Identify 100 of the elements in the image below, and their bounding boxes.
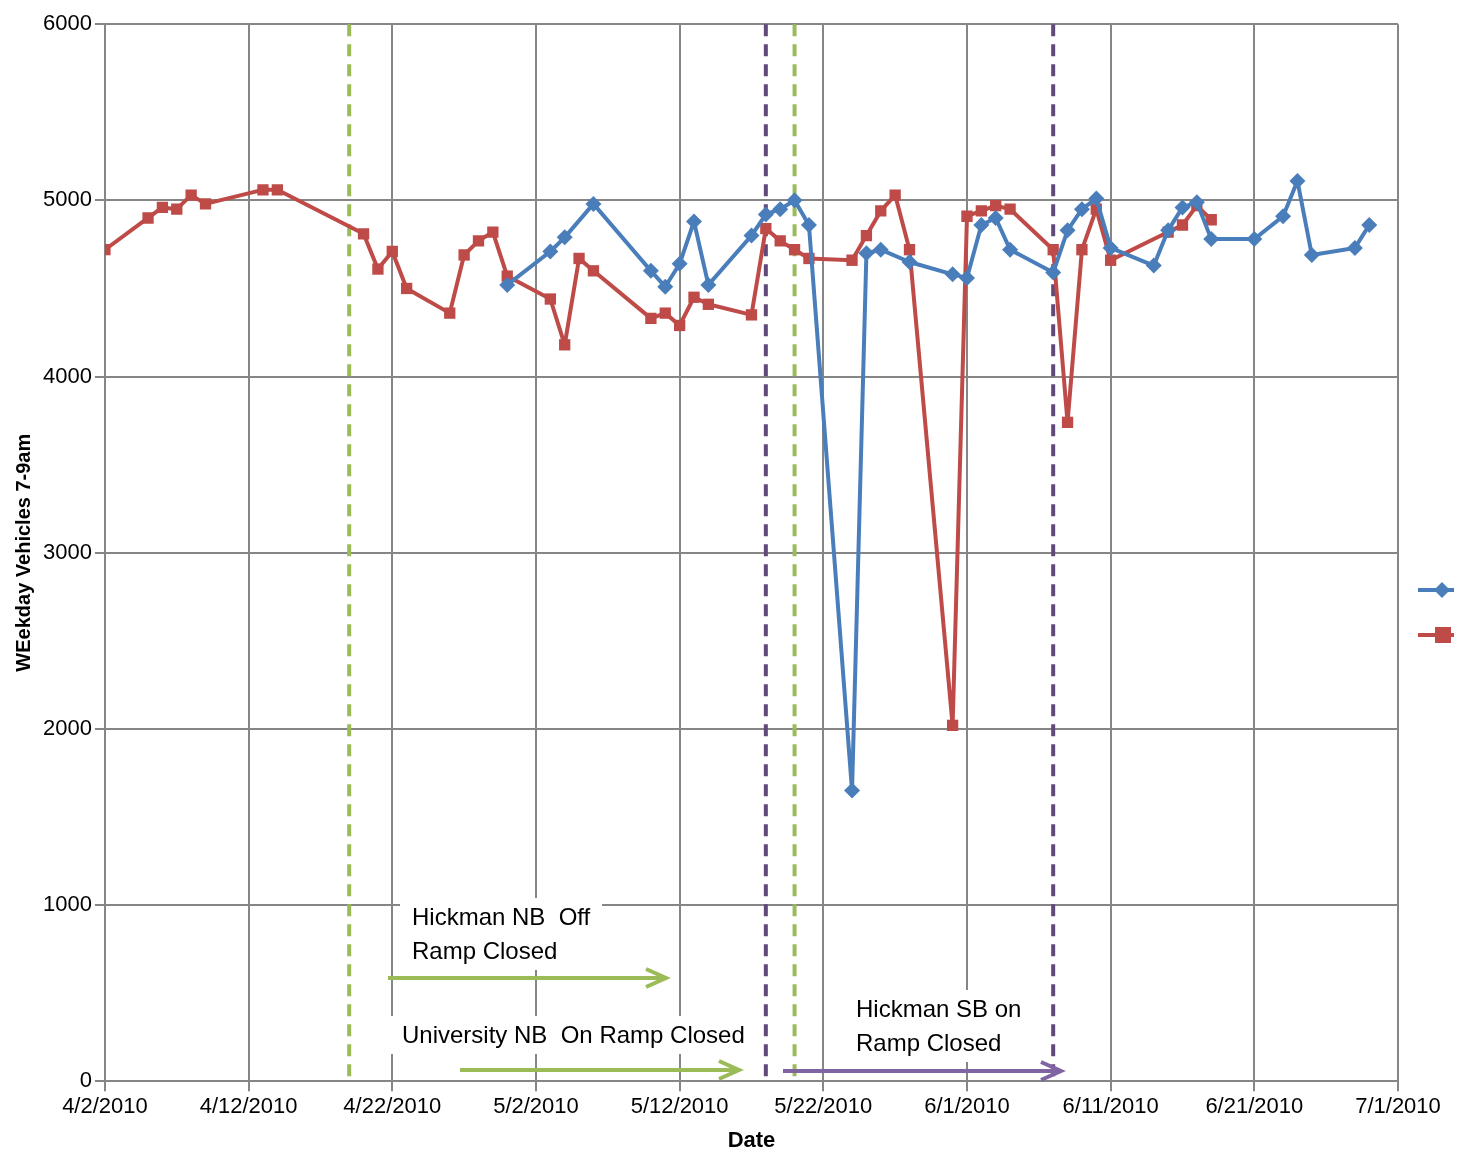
point: [671, 255, 688, 272]
annotation: Hickman SB on Ramp Closed: [844, 990, 1034, 1062]
point: [973, 217, 990, 234]
point: [875, 205, 887, 217]
y-tick-label: 5000: [42, 186, 92, 212]
point: [1188, 194, 1205, 211]
y-tick-label: 0: [79, 1067, 92, 1093]
x-tick-label: 5/22/2010: [774, 1093, 873, 1119]
point: [1105, 254, 1117, 266]
point: [372, 263, 384, 275]
point: [860, 229, 873, 242]
point: [1160, 222, 1177, 239]
point: [745, 309, 758, 321]
point: [1145, 257, 1162, 274]
point: [788, 244, 801, 256]
y-tick-label: 3000: [42, 538, 92, 564]
x-tick-label: 6/21/2010: [1205, 1093, 1304, 1119]
point: [1205, 214, 1217, 226]
point: [702, 298, 715, 310]
x-tick-label: 7/1/2010: [1355, 1093, 1441, 1119]
point: [786, 192, 803, 209]
point: [1361, 217, 1378, 234]
x-tick-label: 6/11/2010: [1062, 1093, 1159, 1119]
x-tick-label: 4/22/2010: [343, 1093, 442, 1119]
annotation: University NB On Ramp Closed: [390, 1016, 757, 1054]
x-tick-label: 6/1/2010: [924, 1093, 1010, 1119]
y-tick-label: 4000: [42, 362, 92, 388]
point: [1303, 246, 1320, 263]
point: [700, 276, 717, 293]
point: [645, 312, 657, 325]
x-tick-label: 5/2/2010: [493, 1093, 579, 1119]
point: [774, 235, 786, 247]
point: [472, 235, 485, 247]
point: [946, 719, 959, 731]
point: [1045, 264, 1062, 281]
point: [1102, 239, 1119, 256]
point: [1275, 208, 1292, 225]
point: [271, 184, 284, 196]
point: [458, 249, 470, 261]
point: [142, 212, 154, 224]
point: [872, 241, 889, 258]
point: [1176, 219, 1189, 231]
point: [858, 245, 875, 262]
point: [587, 265, 600, 277]
x-tick-label: 4/12/2010: [199, 1093, 298, 1119]
annotation: Hickman NB Off Ramp Closed: [400, 898, 603, 970]
x-tick-label: 4/2/2010: [62, 1093, 148, 1119]
point: [1002, 241, 1019, 258]
point: [487, 226, 499, 238]
point: [1174, 199, 1191, 216]
point: [573, 252, 585, 265]
point: [844, 782, 861, 799]
point: [987, 209, 1004, 226]
point: [657, 278, 674, 295]
point: [1346, 239, 1363, 256]
point: [1246, 231, 1263, 248]
point: [386, 245, 398, 258]
point: [743, 227, 760, 244]
point: [1047, 244, 1059, 256]
point: [1073, 201, 1090, 218]
y-tick-label: 6000: [42, 10, 92, 36]
point: [958, 269, 975, 286]
y-tick-label: 2000: [42, 714, 92, 740]
point: [901, 254, 918, 271]
point: [556, 229, 573, 246]
point: [659, 307, 671, 319]
point: [800, 217, 817, 234]
point: [357, 228, 370, 240]
point: [757, 206, 774, 223]
point: [199, 198, 212, 210]
point: [642, 262, 659, 279]
point: [156, 201, 169, 214]
x-tick-label: 5/12/2010: [630, 1093, 729, 1119]
point: [444, 307, 456, 319]
point: [585, 195, 602, 212]
point: [1088, 190, 1105, 207]
point: [772, 201, 789, 218]
point: [975, 205, 988, 217]
y-axis-title: WEekday Vehicles 7-9am: [11, 433, 34, 672]
point: [1289, 172, 1306, 189]
point: [544, 293, 556, 305]
x-axis-title: Date: [727, 1126, 776, 1152]
point: [990, 200, 1002, 212]
point: [559, 339, 571, 351]
point: [1076, 244, 1088, 256]
point: [171, 203, 183, 215]
point: [903, 244, 916, 256]
point: [889, 189, 901, 201]
point: [1059, 222, 1076, 239]
point: [499, 276, 516, 293]
point: [1203, 231, 1220, 248]
point: [944, 266, 961, 283]
point: [961, 210, 973, 222]
point: [401, 282, 413, 295]
point: [257, 184, 269, 196]
point: [1061, 416, 1074, 428]
point: [185, 189, 197, 201]
point: [1004, 203, 1016, 215]
point: [673, 319, 686, 332]
point: [686, 213, 702, 230]
